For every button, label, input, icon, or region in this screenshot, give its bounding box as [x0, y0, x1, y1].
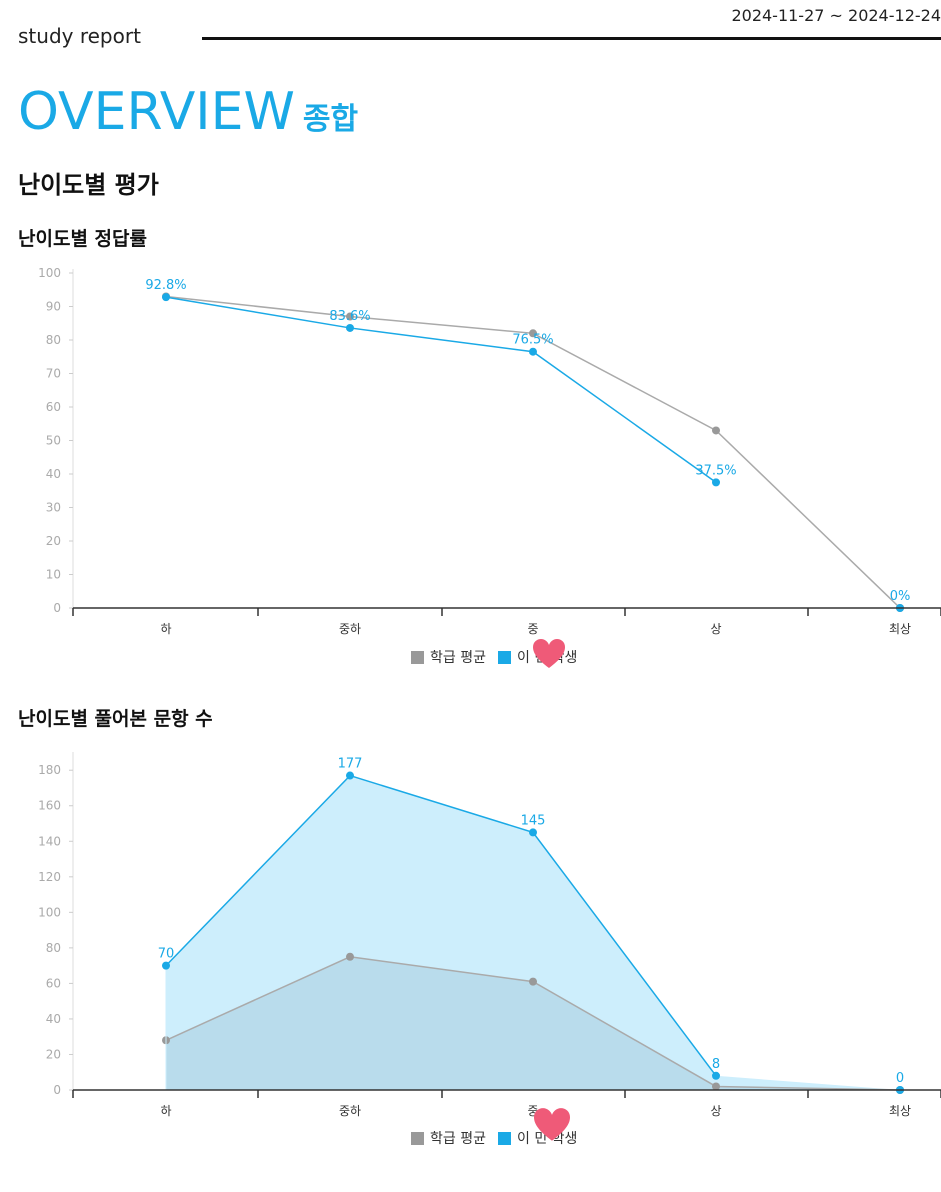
x-tick-label: 하 [160, 622, 171, 636]
data-point-class [896, 604, 904, 612]
chart2-legend: 학급 평균 이 민 학생 [411, 1128, 583, 1148]
legend-label-class: 학급 평균 [430, 650, 486, 666]
y-tick-label: 90 [46, 300, 61, 314]
date-range: 2024-11-27 ~ 2024-12-24 [731, 6, 941, 25]
y-tick-label: 120 [38, 870, 61, 884]
y-tick-label: 60 [46, 976, 61, 990]
data-point-class [162, 1036, 170, 1045]
data-point-student [162, 293, 170, 302]
data-label: 70 [158, 947, 175, 962]
data-point-class [712, 426, 720, 435]
x-tick-label: 중하 [339, 1104, 361, 1118]
x-tick-label: 최상 [889, 622, 911, 636]
chart2-title: 난이도별 풀어본 문항 수 [18, 708, 213, 730]
data-point-student [896, 1086, 904, 1094]
chart1-title: 난이도별 정답률 [18, 228, 147, 250]
x-tick-label: 중하 [339, 622, 361, 636]
y-tick-label: 60 [46, 400, 61, 414]
legend-label-student: 이 민 학생 [516, 1131, 578, 1147]
y-tick-label: 10 [46, 568, 61, 582]
data-point-student [346, 323, 354, 332]
data-point-student [712, 478, 720, 487]
y-tick-label: 140 [38, 834, 61, 848]
legend-item-class: 학급 평균 [411, 647, 486, 667]
x-tick-label: 중 [527, 622, 538, 636]
y-tick-label: 70 [46, 367, 61, 381]
data-point-student [529, 347, 537, 356]
legend-item-student: 이 민 학생 [497, 1128, 578, 1148]
overview-subtitle: 종합 [302, 102, 359, 137]
heart-sticker-icon [534, 1108, 570, 1141]
overview-title: OVERVIEW [18, 82, 295, 142]
y-tick-label: 180 [38, 763, 61, 777]
data-label: 83.6% [329, 309, 370, 324]
data-point-class [712, 1082, 720, 1091]
y-tick-label: 100 [38, 905, 61, 919]
data-label: 0% [890, 589, 911, 604]
data-label: 0 [896, 1071, 904, 1086]
data-point-class [529, 329, 537, 338]
y-tick-label: 40 [46, 1012, 61, 1026]
data-point-class [529, 977, 537, 986]
data-point-class [896, 1086, 904, 1094]
brand-title: study report [18, 24, 141, 48]
data-point-student [896, 604, 904, 612]
series-line-student [165, 296, 717, 483]
data-point-class [162, 292, 170, 301]
series-area-class [166, 956, 900, 1090]
header-rule [202, 37, 941, 40]
data-label: 92.8% [145, 278, 186, 293]
y-tick-label: 20 [46, 1047, 61, 1061]
legend-swatch-blue [497, 1131, 511, 1145]
data-point-class [346, 952, 354, 961]
legend-swatch-gray [411, 1131, 424, 1145]
y-tick-label: 0 [53, 601, 61, 615]
legend-swatch-blue [497, 650, 511, 664]
y-tick-label: 40 [46, 467, 61, 481]
legend-swatch-gray [411, 650, 424, 664]
x-tick-label: 상 [710, 622, 721, 636]
data-point-student [346, 771, 354, 780]
data-point-student [712, 1071, 720, 1080]
data-label: 76.5% [512, 333, 553, 348]
data-label: 145 [521, 813, 546, 828]
data-label: 177 [338, 757, 363, 772]
series-area-student [166, 775, 900, 1090]
y-tick-label: 80 [46, 941, 61, 955]
y-tick-label: 30 [46, 501, 61, 515]
section-title: 난이도별 평가 [18, 171, 159, 199]
data-point-student [162, 961, 170, 970]
data-point-class [346, 312, 354, 321]
legend-label-class: 학급 평균 [430, 1131, 486, 1147]
legend-item-class: 학급 평균 [411, 1128, 486, 1148]
y-tick-label: 160 [38, 799, 61, 813]
series-line-class [165, 955, 901, 1091]
x-tick-label: 상 [710, 1104, 721, 1118]
overview-heading: OVERVIEW 종합 [18, 82, 358, 142]
heart-sticker-icon [533, 639, 565, 668]
y-tick-label: 80 [46, 333, 61, 347]
data-label: 8 [712, 1057, 720, 1072]
y-tick-label: 100 [38, 266, 61, 280]
x-tick-label: 하 [160, 1104, 171, 1118]
y-tick-label: 50 [46, 434, 61, 448]
y-tick-label: 20 [46, 534, 61, 548]
data-label: 37.5% [695, 463, 736, 478]
y-tick-label: 0 [53, 1083, 61, 1097]
series-line-class [165, 295, 901, 609]
x-tick-label: 최상 [889, 1104, 911, 1118]
data-point-student [529, 828, 537, 837]
series-line-student [165, 774, 717, 1077]
